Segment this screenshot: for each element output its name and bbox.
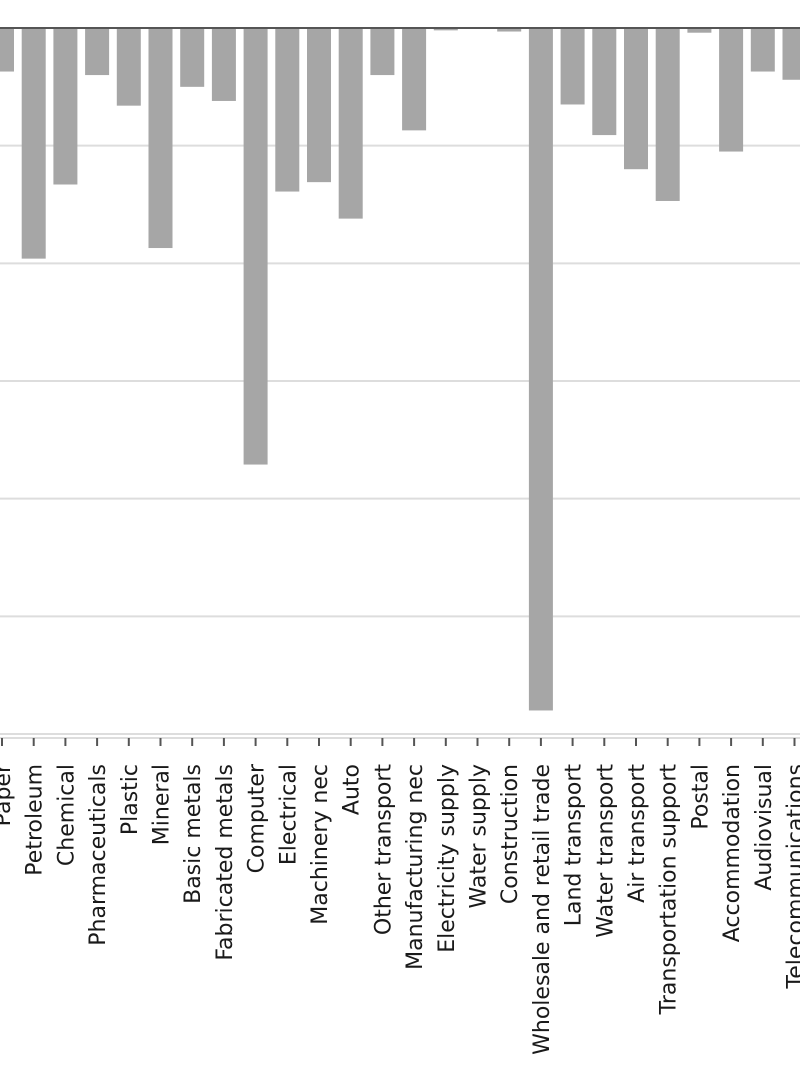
- x-tick-label: Electrical: [276, 764, 301, 865]
- x-tick-label: Water supply: [467, 764, 492, 909]
- bar: [402, 28, 427, 131]
- bar: [148, 28, 173, 249]
- bar: [85, 28, 110, 76]
- x-tick-label: Water transport: [593, 764, 618, 938]
- x-axis-ticks: [1, 738, 796, 746]
- bar: [433, 28, 458, 31]
- bar: [687, 28, 712, 33]
- bar: [655, 28, 680, 201]
- bar: [338, 28, 363, 219]
- gridlines: [0, 144, 800, 739]
- x-axis-tick-labels: Paper Petroleum Chemical Pharmaceuticals Pla…: [0, 763, 800, 1055]
- x-tick-label: Fabricated metals: [213, 764, 238, 961]
- x-tick-label: Land transport: [562, 764, 587, 927]
- x-tick-label: Other transport: [371, 764, 396, 935]
- bar: [211, 28, 236, 101]
- x-tick-label: Construction: [498, 764, 523, 904]
- x-tick-label: Auto: [340, 764, 365, 815]
- bar: [307, 28, 331, 183]
- bar: [528, 28, 553, 711]
- x-tick-label: Manufacturing nec: [403, 764, 428, 970]
- bar: [275, 28, 300, 192]
- bars: [0, 28, 800, 711]
- bar: [370, 28, 395, 76]
- x-tick-label: Pharmaceuticals: [86, 764, 111, 946]
- x-tick-label: Postal: [688, 764, 713, 830]
- bar: [497, 28, 522, 32]
- bar: [592, 28, 617, 136]
- bar: [116, 28, 141, 106]
- x-tick-label: Mineral: [150, 764, 175, 845]
- bar: [180, 28, 205, 87]
- x-tick-label: Basic metals: [181, 764, 206, 904]
- x-tick-label: Wholesale and retail trade: [530, 764, 555, 1055]
- x-tick-label: Audiovisual: [752, 764, 777, 891]
- bar: [243, 28, 268, 465]
- x-tick-label: Telecommunications: [784, 764, 800, 989]
- bar: [750, 28, 775, 72]
- x-tick-label: Transportation support: [657, 764, 682, 1016]
- x-tick-label: Chemical: [54, 764, 79, 866]
- x-tick-label: Air transport: [625, 764, 650, 903]
- bar: [0, 28, 14, 72]
- bar: [719, 28, 744, 152]
- bar: [624, 28, 648, 170]
- x-tick-label: Plastic: [118, 764, 143, 835]
- bar: [53, 28, 78, 185]
- x-tick-label: Paper: [0, 763, 16, 826]
- bar: [782, 28, 800, 80]
- bar: [560, 28, 585, 105]
- bar: [21, 28, 46, 259]
- x-tick-label: Petroleum: [23, 764, 48, 876]
- x-tick-label: Computer: [245, 763, 270, 873]
- x-tick-label: Accommodation: [720, 764, 745, 942]
- x-tick-label: Electricity supply: [435, 764, 460, 953]
- x-tick-label: Machinery nec: [308, 764, 333, 925]
